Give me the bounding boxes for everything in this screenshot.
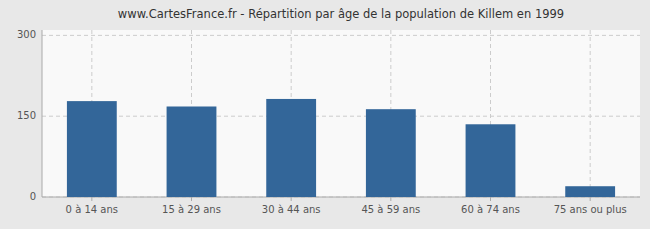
x-tick [191, 197, 192, 201]
grid-line [42, 35, 640, 36]
x-tick [590, 197, 591, 201]
x-tick [291, 197, 292, 201]
bar [366, 109, 416, 197]
x-axis-line [42, 197, 640, 198]
grid-line-vertical [590, 30, 591, 197]
y-axis-line [42, 30, 43, 197]
x-tick-label: 30 à 44 ans [262, 204, 321, 215]
chart-svg: 0 150 300 0 à 14 ans 15 à 29 ans 30 à 44 ans 4… [0, 0, 650, 229]
bars [67, 99, 615, 197]
x-tick-label: 0 à 14 ans [66, 204, 118, 215]
bar [466, 124, 516, 197]
x-tick-label: 45 à 59 ans [361, 204, 420, 215]
x-tick-label: 60 à 74 ans [461, 204, 520, 215]
title: www.CartesFrance.fr - Répartition par âg… [118, 7, 564, 21]
plot-background [42, 30, 640, 197]
x-tick [91, 197, 92, 201]
background [0, 0, 650, 229]
bar [266, 99, 316, 197]
bar [167, 106, 217, 197]
x-tick [390, 197, 391, 201]
x-tick-label: 15 à 29 ans [162, 204, 221, 215]
x-tick [490, 197, 491, 201]
y-tick-label: 300 [17, 29, 36, 40]
grid [42, 30, 640, 197]
x-tick-label: 75 ans ou plus [554, 204, 627, 215]
chart-container: 0 150 300 0 à 14 ans 15 à 29 ans 30 à 44 ans 4… [0, 0, 650, 229]
bar [67, 101, 117, 197]
bar [565, 186, 615, 197]
y-tick-label: 0 [30, 191, 36, 202]
grid-line [42, 197, 640, 198]
axes: 0 150 300 0 à 14 ans 15 à 29 ans 30 à 44 ans 4… [17, 29, 640, 215]
grid-line [42, 116, 640, 117]
y-tick-label: 150 [17, 110, 36, 121]
